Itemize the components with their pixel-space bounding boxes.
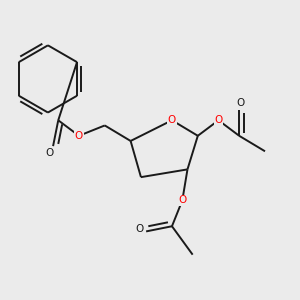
Text: O: O [136,224,144,234]
Text: O: O [45,148,53,158]
Text: O: O [214,115,223,125]
Text: O: O [178,195,186,206]
Text: O: O [236,98,244,109]
Text: O: O [75,131,83,141]
Text: O: O [168,115,176,125]
